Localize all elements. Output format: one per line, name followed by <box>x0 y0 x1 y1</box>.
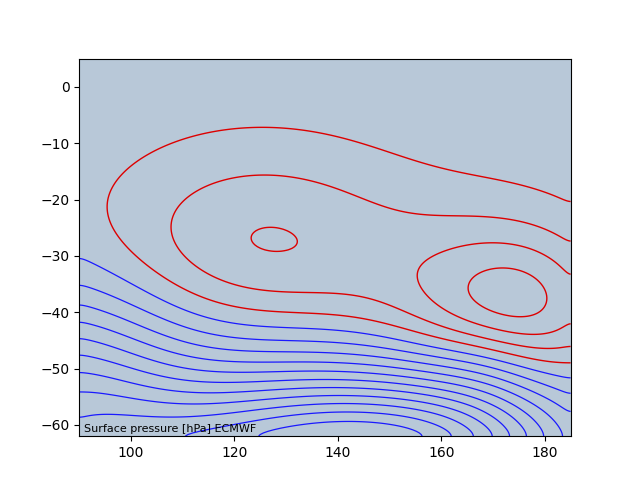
Text: Surface pressure [hPa] ECMWF: Surface pressure [hPa] ECMWF <box>84 424 256 434</box>
